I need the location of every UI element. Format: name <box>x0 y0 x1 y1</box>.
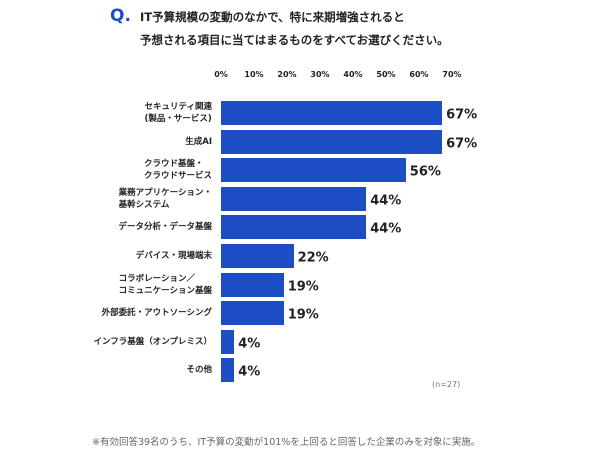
value-label: 44% <box>370 221 402 237</box>
bar <box>221 215 367 240</box>
value-label: 67% <box>446 136 478 152</box>
x-tick-label: 0% <box>214 70 228 79</box>
question-mark: Q. <box>110 6 131 26</box>
bar <box>221 158 406 183</box>
x-tick-label: 20% <box>277 70 297 79</box>
chart-title: IT予算規模の変動のなかで、特に来期増強されると 予想される項目に当てはまるもの… <box>140 10 449 47</box>
value-label: 4% <box>238 336 261 352</box>
bar <box>221 358 235 383</box>
bar <box>221 301 284 326</box>
value-label: 22% <box>297 250 329 266</box>
category-label: データ分析・データ基盤 <box>118 222 212 233</box>
category-label: セキュリティ関連 (製品・サービス) <box>144 102 213 124</box>
x-tick-label: 10% <box>244 70 264 79</box>
value-label: 67% <box>446 107 478 123</box>
x-tick-label: 60% <box>409 70 429 79</box>
value-label: 19% <box>287 279 319 295</box>
category-label: インフラ基盤（オンプレミス） <box>93 336 213 347</box>
x-tick-label: 50% <box>376 70 396 79</box>
category-label: その他 <box>186 365 212 376</box>
category-label: 生成AI <box>185 136 212 147</box>
value-label: 56% <box>409 164 441 180</box>
x-tick-label: 40% <box>343 70 363 79</box>
category-label: 外部委託・アウトソーシング <box>101 308 212 319</box>
category-label: コラボレーション／ コミュニケーション基盤 <box>118 273 212 296</box>
value-label: 4% <box>238 364 261 380</box>
bar <box>221 129 443 154</box>
value-label: 19% <box>287 307 319 323</box>
bar <box>221 186 367 211</box>
bar <box>221 329 235 354</box>
category-label: クラウド基盤・ クラウドサービス <box>143 159 212 182</box>
bar <box>221 244 294 268</box>
sample-note: (n=27) <box>432 380 461 389</box>
category-label: 業務アプリケーション・ 基幹システム <box>118 187 212 210</box>
category-label: デバイス・現場端末 <box>135 251 212 261</box>
footnote: ※有効回答39名のうち、IT予算の変動が101%を上回ると回答した企業のみを対象… <box>92 437 481 448</box>
x-tick-label: 70% <box>442 70 462 79</box>
bar <box>221 272 284 297</box>
value-label: 44% <box>370 193 402 209</box>
bar <box>221 101 443 125</box>
x-tick-label: 30% <box>310 70 330 79</box>
